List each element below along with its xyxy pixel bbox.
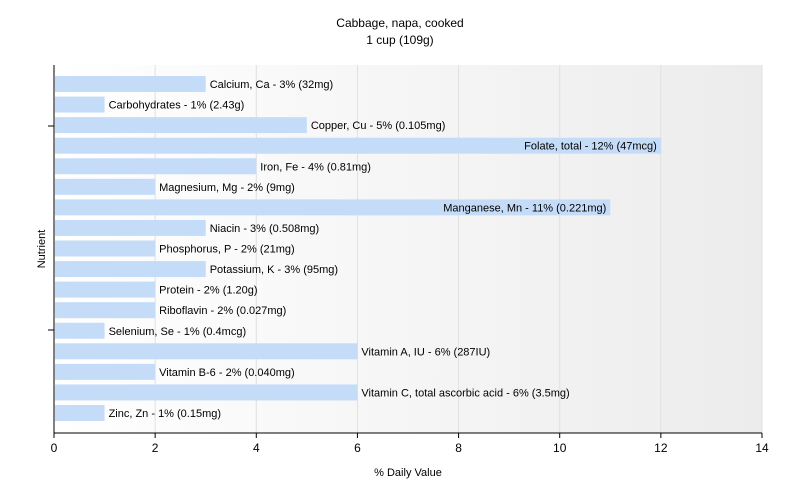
bar-label: Zinc, Zn - 1% (0.15mg) xyxy=(109,408,221,420)
bar-label: Copper, Cu - 5% (0.105mg) xyxy=(311,120,446,132)
bar xyxy=(55,384,358,401)
bar-label: Phosphorus, P - 2% (21mg) xyxy=(159,244,295,256)
bar-label: Manganese, Mn - 11% (0.221mg) xyxy=(443,202,606,214)
x-tick-label: 10 xyxy=(553,441,567,455)
bar-label: Selenium, Se - 1% (0.4mcg) xyxy=(109,326,247,338)
x-tick-label: 4 xyxy=(253,441,260,455)
x-tick-label: 12 xyxy=(654,441,668,455)
bar xyxy=(55,281,156,298)
bar-labels-group: Calcium, Ca - 3% (32mg) Carbohydrates - 1… xyxy=(109,79,657,420)
bar-label: Vitamin A, IU - 6% (287IU) xyxy=(361,346,490,358)
bar xyxy=(55,322,105,339)
bar-label: Magnesium, Mg - 2% (9mg) xyxy=(159,182,295,194)
bar xyxy=(55,199,611,216)
bar-label: Iron, Fe - 4% (0.81mg) xyxy=(260,161,371,173)
bar xyxy=(55,343,358,360)
bar-label: Vitamin B-6 - 2% (0.040mg) xyxy=(159,367,295,379)
bar xyxy=(55,363,156,380)
x-tick-label: 0 xyxy=(51,441,58,455)
x-tick-label: 2 xyxy=(152,441,159,455)
bar xyxy=(55,219,206,236)
bar xyxy=(55,240,156,257)
bar-label: Calcium, Ca - 3% (32mg) xyxy=(210,79,333,91)
x-axis-ticks: 0 2 4 6 8 10 12 14 xyxy=(51,433,769,455)
bar xyxy=(55,178,156,195)
chart-title: Cabbage, napa, cooked xyxy=(336,16,463,30)
bar xyxy=(55,76,206,92)
bar xyxy=(55,117,307,134)
bar xyxy=(55,137,661,154)
bars-group xyxy=(55,76,661,421)
bar-label: Riboflavin - 2% (0.027mg) xyxy=(159,305,286,317)
bar-label: Protein - 2% (1.20g) xyxy=(159,285,257,297)
x-tick-label: 8 xyxy=(455,441,462,455)
bar xyxy=(55,261,206,278)
bar xyxy=(55,158,257,175)
x-tick-label: 14 xyxy=(755,441,769,455)
bar xyxy=(55,96,105,113)
bar xyxy=(55,405,105,421)
bar-label: Carbohydrates - 1% (2.43g) xyxy=(109,100,245,112)
bar-label: Niacin - 3% (0.508mg) xyxy=(210,223,319,235)
bar-label: Vitamin C, total ascorbic acid - 6% (3.5… xyxy=(361,387,569,399)
x-tick-label: 6 xyxy=(354,441,361,455)
chart-subtitle: 1 cup (109g) xyxy=(366,33,433,47)
bar-label: Potassium, K - 3% (95mg) xyxy=(210,264,338,276)
bar xyxy=(55,302,156,319)
bar-label: Folate, total - 12% (47mcg) xyxy=(524,141,657,153)
y-axis-title: Nutrient xyxy=(36,230,48,269)
x-axis-title: % Daily Value xyxy=(374,467,442,479)
